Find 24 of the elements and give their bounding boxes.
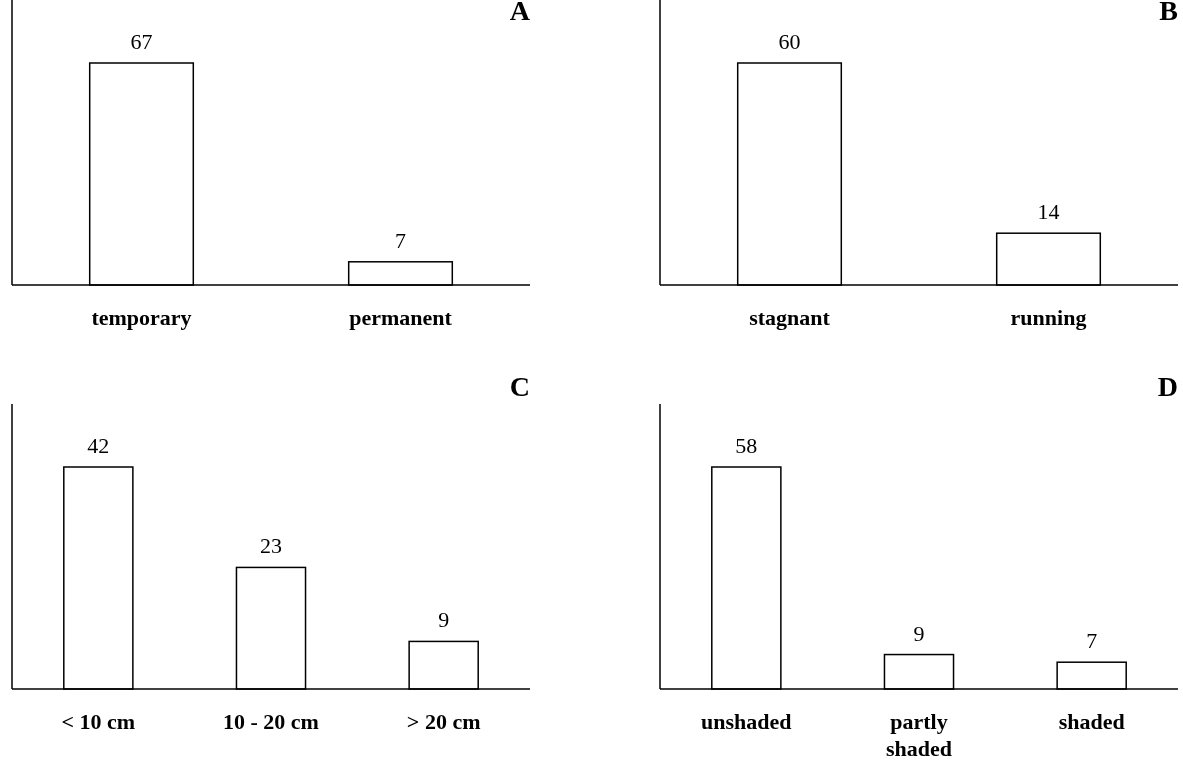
- chart-title: B: [1159, 0, 1178, 26]
- x-tick-label: temporary: [91, 305, 192, 330]
- x-tick-label: shaded: [1058, 709, 1125, 734]
- data-label: 23: [260, 533, 282, 559]
- data-label: 14: [1037, 199, 1060, 225]
- data-label: 67: [130, 29, 153, 54]
- data-label: 7: [1086, 628, 1098, 654]
- x-tick-label: 10 - 20 cm: [223, 709, 319, 734]
- data-label: 60: [778, 29, 801, 54]
- data-label: 42: [87, 433, 110, 458]
- x-tick-label: stagnant: [749, 305, 831, 330]
- x-tick-label: permanent: [349, 305, 453, 330]
- data-label: 7: [395, 227, 406, 253]
- chart-title: C: [509, 371, 530, 402]
- data-label: 9: [438, 607, 450, 633]
- x-tick-label: running: [1010, 305, 1087, 330]
- chart-title: A: [509, 0, 531, 26]
- data-label: 58: [735, 433, 758, 458]
- x-tick-label: > 20 cm: [406, 709, 481, 734]
- data-label: 9: [913, 620, 925, 646]
- x-tick-label: unshaded: [701, 709, 792, 734]
- chart-title: D: [1157, 371, 1178, 402]
- x-tick-label: partly shaded: [885, 709, 953, 761]
- x-tick-label: < 10 cm: [61, 709, 136, 734]
